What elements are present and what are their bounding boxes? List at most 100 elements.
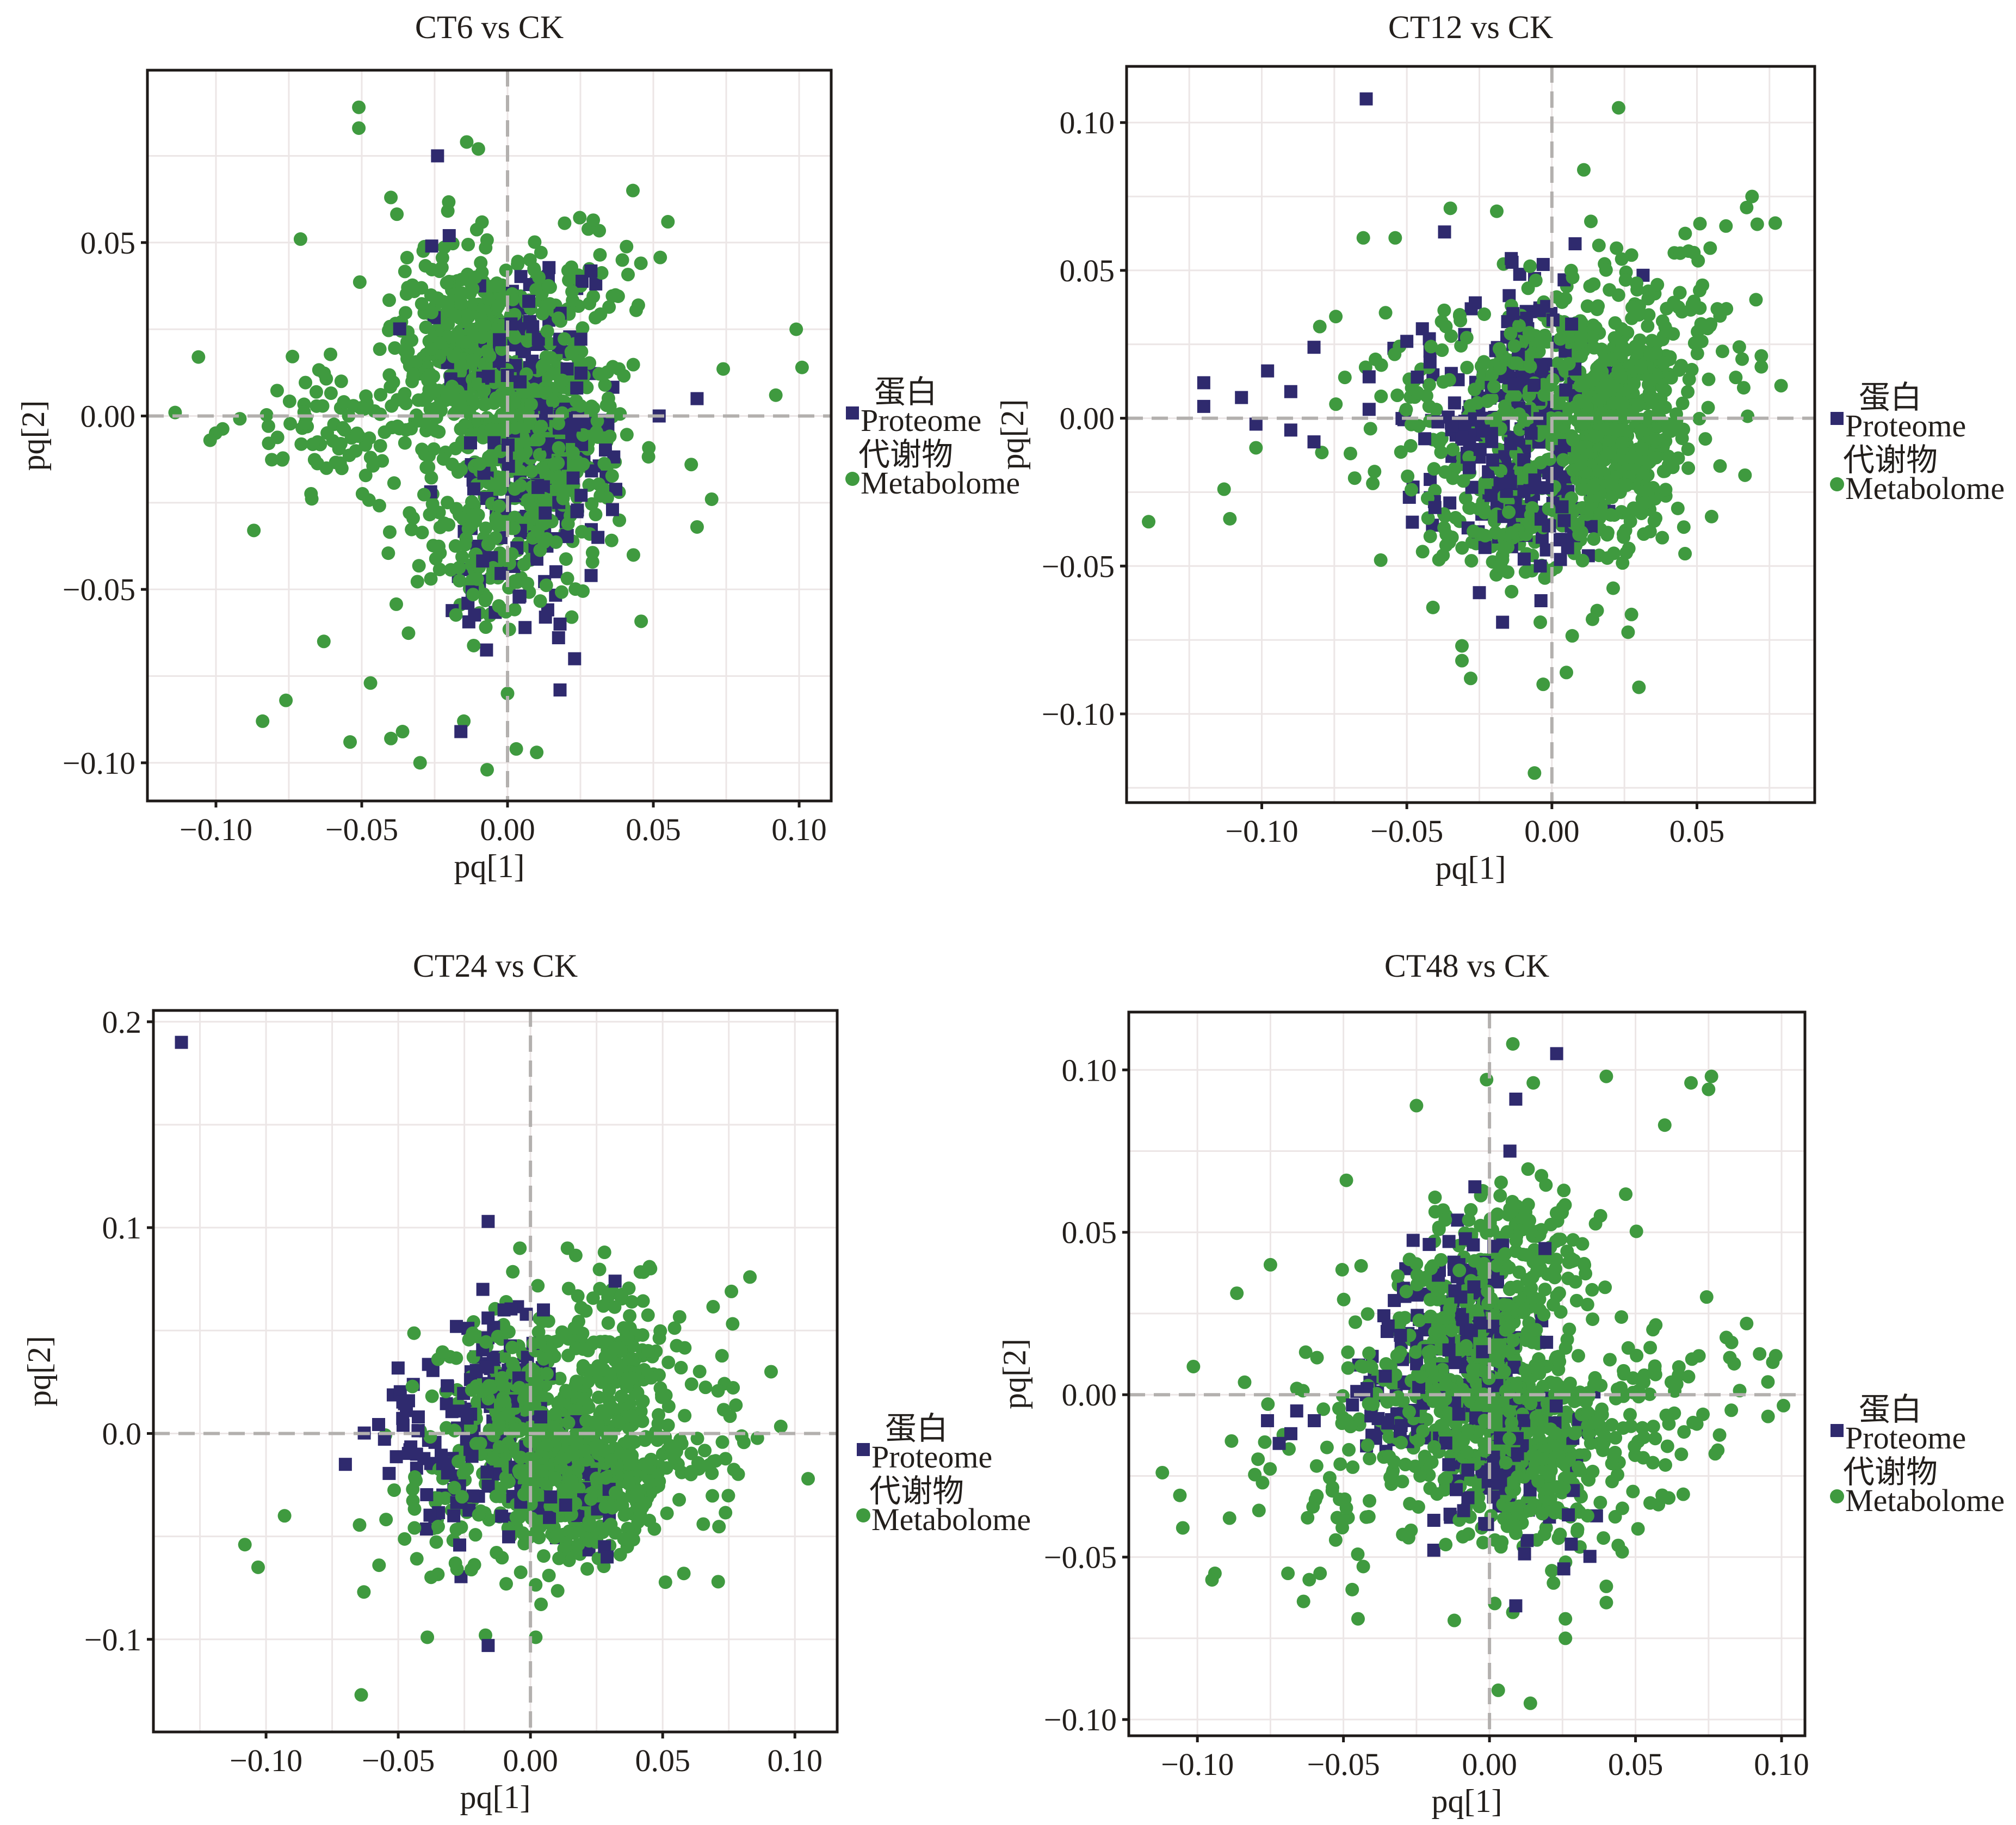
metabolome-point xyxy=(674,1361,688,1375)
metabolome-point xyxy=(398,306,412,320)
metabolome-point xyxy=(413,756,427,770)
metabolome-point xyxy=(1727,1357,1741,1371)
legend-label-en: Proteome xyxy=(1845,408,1966,443)
metabolome-point xyxy=(629,303,643,317)
metabolome-point xyxy=(566,446,580,460)
metabolome-point xyxy=(1701,400,1715,415)
metabolome-point xyxy=(1619,546,1634,560)
metabolome-point xyxy=(395,725,410,739)
metabolome-point xyxy=(410,1552,424,1566)
metabolome-point xyxy=(1302,1573,1316,1587)
metabolome-point xyxy=(1693,321,1708,335)
metabolome-point xyxy=(466,329,480,343)
proteome-point xyxy=(431,149,444,163)
metabolome-point xyxy=(1593,1495,1607,1509)
proteome-point xyxy=(398,1397,411,1410)
metabolome-point xyxy=(552,311,566,325)
metabolome-point xyxy=(715,1435,729,1449)
x-tick-label: −0.10 xyxy=(180,812,252,847)
metabolome-point xyxy=(354,1688,368,1702)
metabolome-point xyxy=(1631,1522,1645,1536)
metabolome-point xyxy=(1615,338,1629,353)
metabolome-point xyxy=(1329,310,1343,324)
metabolome-point xyxy=(514,1565,528,1580)
metabolome-point xyxy=(1611,101,1625,115)
metabolome-point xyxy=(506,1357,520,1371)
metabolome-point xyxy=(1631,1390,1646,1404)
metabolome-point xyxy=(622,1281,636,1296)
metabolome-point xyxy=(523,510,537,525)
metabolome-point xyxy=(398,264,412,279)
x-tick-label: −0.05 xyxy=(362,1743,435,1778)
metabolome-point xyxy=(597,457,611,471)
proteome-point xyxy=(338,1458,352,1471)
metabolome-point xyxy=(1313,319,1327,334)
legend-key-square-icon xyxy=(846,406,859,420)
proteome-point xyxy=(411,1410,425,1424)
metabolome-point xyxy=(1455,653,1469,668)
legend-label-en: Metabolome xyxy=(871,1502,1031,1537)
legend-label-en: Metabolome xyxy=(861,465,1020,501)
metabolome-point xyxy=(1464,554,1479,568)
metabolome-point xyxy=(1346,1460,1360,1474)
metabolome-point xyxy=(1699,1290,1714,1304)
metabolome-point xyxy=(1559,1405,1573,1419)
metabolome-point xyxy=(1690,1417,1704,1431)
metabolome-point xyxy=(312,363,326,377)
metabolome-point xyxy=(1338,371,1352,385)
metabolome-point xyxy=(1494,560,1508,574)
metabolome-point xyxy=(1460,360,1474,374)
metabolome-point xyxy=(549,1428,563,1442)
metabolome-point xyxy=(509,1510,523,1524)
metabolome-point xyxy=(1609,1431,1623,1445)
metabolome-point xyxy=(1619,478,1634,492)
metabolome-point xyxy=(621,268,635,282)
metabolome-point xyxy=(517,385,531,399)
metabolome-point xyxy=(664,1447,678,1461)
metabolome-point xyxy=(1538,1283,1552,1297)
metabolome-point xyxy=(1547,1576,1561,1590)
metabolome-point xyxy=(1635,442,1649,456)
metabolome-point xyxy=(567,1526,581,1540)
metabolome-point xyxy=(1464,1203,1478,1217)
metabolome-point xyxy=(521,493,535,507)
proteome-point xyxy=(447,1509,461,1522)
metabolome-point xyxy=(1649,1318,1663,1332)
metabolome-point xyxy=(407,1326,421,1340)
proteome-point xyxy=(512,590,526,604)
metabolome-point xyxy=(580,1562,595,1576)
metabolome-point xyxy=(565,260,579,274)
proteome-point xyxy=(1448,396,1461,410)
metabolome-point xyxy=(423,373,437,387)
metabolome-point xyxy=(711,1384,725,1398)
metabolome-point xyxy=(565,1474,579,1488)
proteome-point xyxy=(495,1509,509,1523)
metabolome-point xyxy=(567,1404,582,1418)
metabolome-point xyxy=(1425,1455,1439,1469)
metabolome-point xyxy=(597,1246,611,1260)
metabolome-point xyxy=(1570,414,1584,428)
metabolome-point xyxy=(1605,490,1619,504)
metabolome-point xyxy=(492,1422,506,1436)
metabolome-point xyxy=(481,292,496,306)
metabolome-point xyxy=(1363,1359,1377,1373)
metabolome-point xyxy=(1545,1564,1559,1578)
metabolome-point xyxy=(1696,1407,1710,1421)
metabolome-point xyxy=(522,1477,536,1491)
metabolome-point xyxy=(547,457,561,471)
metabolome-point xyxy=(530,745,544,760)
metabolome-point xyxy=(1652,402,1666,416)
metabolome-point xyxy=(385,399,399,413)
metabolome-point xyxy=(381,546,395,560)
metabolome-point xyxy=(1597,1531,1611,1545)
metabolome-point xyxy=(1613,449,1628,463)
metabolome-point xyxy=(398,387,412,401)
metabolome-point xyxy=(1401,469,1415,483)
metabolome-point xyxy=(1354,1259,1368,1273)
metabolome-point xyxy=(644,1371,658,1385)
metabolome-point xyxy=(1616,527,1630,541)
metabolome-point xyxy=(1580,1509,1594,1523)
metabolome-point xyxy=(567,458,581,472)
metabolome-point xyxy=(1572,527,1586,541)
legend-label-cn: 代谢物 xyxy=(1843,442,1938,478)
